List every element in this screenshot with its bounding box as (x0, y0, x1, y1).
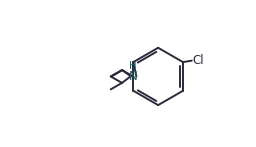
Text: Cl: Cl (193, 54, 204, 67)
Text: N: N (129, 70, 137, 83)
Text: H: H (129, 61, 137, 71)
